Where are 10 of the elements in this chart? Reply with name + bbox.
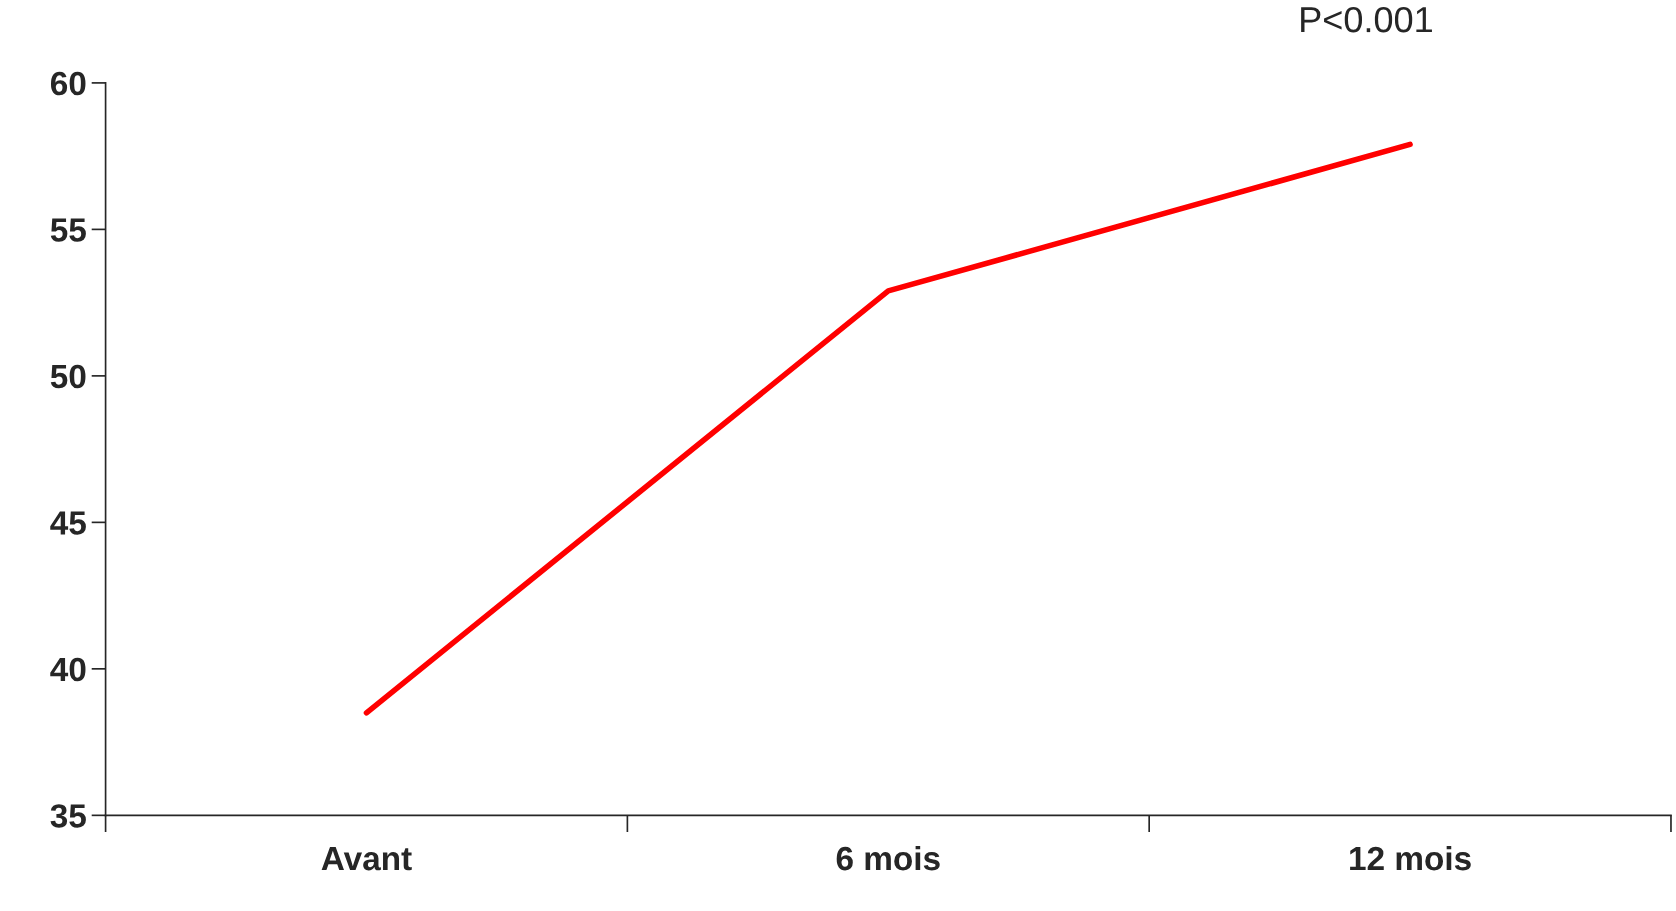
y-tick-label: 60 <box>50 71 86 96</box>
y-tick-label: 45 <box>50 511 86 535</box>
x-tick-label: 6 mois <box>836 845 940 871</box>
x-tick-label: 12 mois <box>1350 845 1471 871</box>
x-tick-label: Avant <box>321 847 412 871</box>
y-tick-label: 35 <box>50 804 86 828</box>
y-tick-label: 40 <box>50 657 86 682</box>
y-tick-label: 55 <box>50 218 86 242</box>
text: P<0.001 <box>1301 6 1432 33</box>
y-tick-label: 50 <box>50 364 86 389</box>
